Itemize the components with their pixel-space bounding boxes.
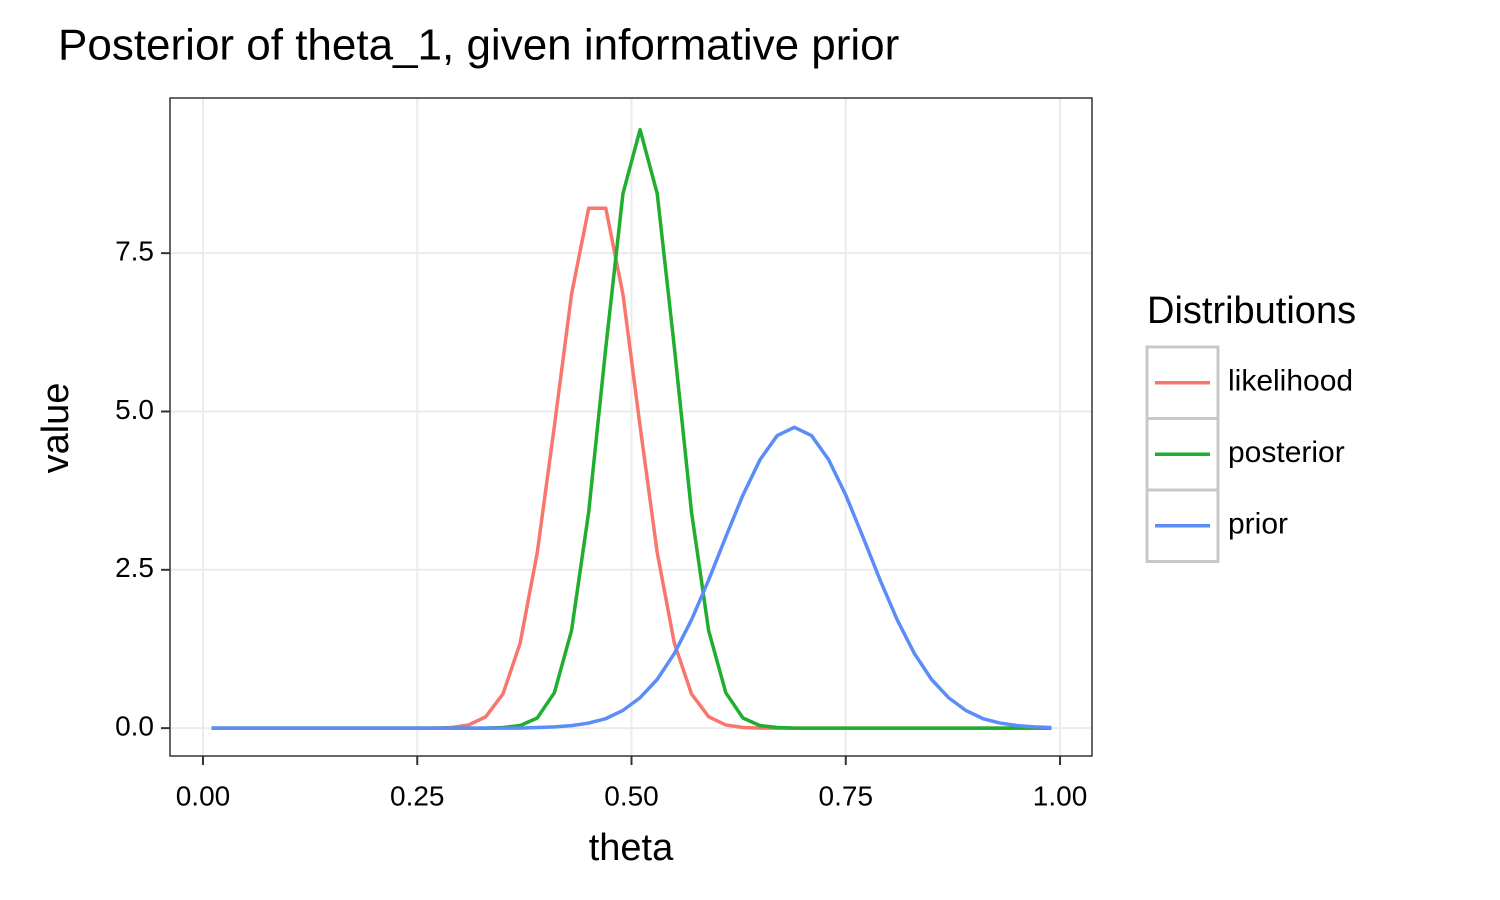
x-tick-label: 0.00 xyxy=(176,780,231,811)
line xyxy=(211,425,1052,730)
legend-label: prior xyxy=(1228,508,1288,541)
x-tick-label: 0.25 xyxy=(390,780,445,811)
legend-title: Distributions xyxy=(1147,290,1356,332)
y-tick-label: 0.0 xyxy=(115,711,154,742)
y-tick-label: 7.5 xyxy=(115,236,154,267)
plot-border xyxy=(169,97,1093,757)
x-tick-label: 0.50 xyxy=(604,780,659,811)
x-axis-title: theta xyxy=(589,827,674,869)
x-tick-label: 1.00 xyxy=(1033,780,1088,811)
chart-title: Posterior of theta_1, given informative … xyxy=(58,21,899,70)
x-tick-label: 0.75 xyxy=(819,780,874,811)
y-tick-label: 5.0 xyxy=(115,394,154,425)
legend-label: likelihood xyxy=(1228,365,1353,398)
legend-label: posterior xyxy=(1228,436,1345,469)
y-axis-title: value xyxy=(35,383,77,474)
y-tick-label: 2.5 xyxy=(115,552,154,583)
